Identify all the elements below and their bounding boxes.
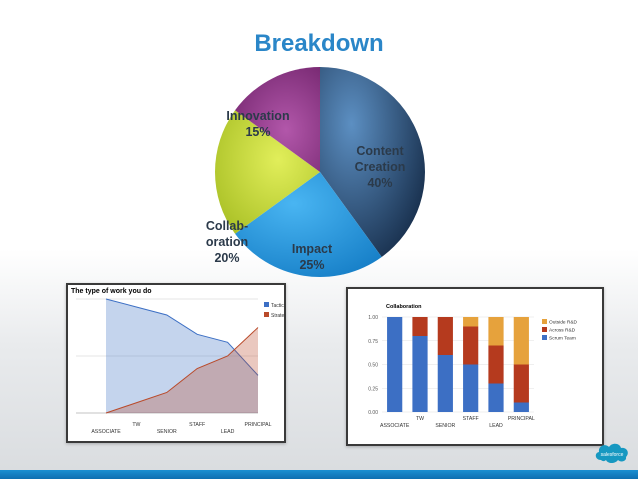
pie-slice-innovation (235, 67, 320, 172)
legend-label: Across R&D (549, 328, 576, 334)
y-tick-label: 0.50 (368, 363, 378, 369)
footer-bar (0, 470, 638, 479)
bar-segment-across-r-d (463, 326, 479, 365)
bar-segment-scrum-team (488, 383, 504, 412)
work-type-chart-title: The type of work you do (71, 288, 152, 295)
x-tick-label: ASSOCIATE (380, 423, 410, 429)
bar-segment-across-r-d (437, 317, 453, 355)
bar-segment-across-r-d (412, 317, 428, 336)
pie-label-content-creation: Content Creation 40% (354, 144, 406, 190)
bar-segment-across-r-d (488, 345, 504, 384)
collaboration-chart-panel: Collaboration 0.00 0.25 0.50 0.75 1.00 ASSOCIA… (346, 287, 604, 446)
work-type-chart-panel: The type of work you do Tactical Strategi… (66, 283, 286, 443)
area-fill-tactical (106, 299, 258, 413)
x-tick-label: STAFF (189, 422, 205, 428)
logo-text: salesforce (601, 452, 624, 458)
x-tick-label: PRINCIPAL (508, 416, 535, 422)
bar-segment-outside-r-d (463, 317, 479, 327)
legend-swatch (542, 327, 547, 332)
pie-slice-impact (235, 172, 382, 277)
pie-label-collaboration: Collab- oration 20% (205, 219, 249, 265)
salesforce-logo-icon: salesforce (595, 443, 628, 463)
area-fill-strategic (106, 327, 258, 413)
legend-swatch (542, 335, 547, 340)
bar-segment-across-r-d (513, 364, 529, 403)
bar-segment-outside-r-d (488, 317, 504, 346)
area-line-tactical (105, 298, 259, 376)
collaboration-chart-title: Collaboration (386, 304, 422, 310)
bar-segment-scrum-team (437, 355, 453, 412)
x-tick-label: SENIOR (435, 423, 455, 429)
y-tick-label: 1.00 (368, 315, 378, 321)
bar-segment-scrum-team (412, 336, 428, 412)
x-tick-label: LEAD (221, 429, 235, 435)
legend-label-strategic: Strategic (271, 313, 284, 319)
pie-label-impact: Impact 25% (291, 242, 333, 272)
x-tick-label: PRINCIPAL (244, 422, 271, 428)
legend-swatch-strategic (264, 312, 269, 317)
y-tick-label: 0.00 (368, 410, 378, 416)
pie-label-innovation: Innovation 15% (226, 109, 290, 139)
slide-title: Breakdown (254, 30, 384, 57)
collaboration-stacked-bar-chart: Collaboration 0.00 0.25 0.50 0.75 1.00 ASSOCIA… (368, 304, 578, 429)
area-line-strategic (105, 327, 259, 414)
y-tick-label: 0.25 (368, 386, 378, 392)
x-tick-label: STAFF (463, 416, 479, 422)
x-tick-label: LEAD (489, 423, 503, 429)
legend-swatch-tactical (264, 302, 269, 307)
pie-slice-content-creation (320, 67, 425, 257)
x-tick-label: SENIOR (157, 429, 177, 435)
legend-swatch (542, 319, 547, 324)
x-tick-label: TW (416, 416, 424, 422)
x-tick-label: TW (132, 422, 140, 428)
bar-segment-scrum-team (513, 402, 529, 412)
work-type-area-chart: Tactical Strategic ASSOCIATE TW SENIOR STAFF L… (76, 298, 284, 435)
bar-segment-outside-r-d (513, 317, 529, 365)
y-tick-label: 0.75 (368, 339, 378, 345)
bar-segment-scrum-team (387, 317, 403, 412)
breakdown-pie-chart (215, 67, 425, 277)
legend-label: Scrum Team (549, 336, 576, 342)
legend-label-tactical: Tactical (271, 303, 284, 309)
bar-segment-scrum-team (463, 364, 479, 412)
legend-label: Outside R&D (549, 320, 578, 326)
x-tick-label: ASSOCIATE (91, 429, 121, 435)
pie-slice-collaboration (215, 110, 320, 234)
